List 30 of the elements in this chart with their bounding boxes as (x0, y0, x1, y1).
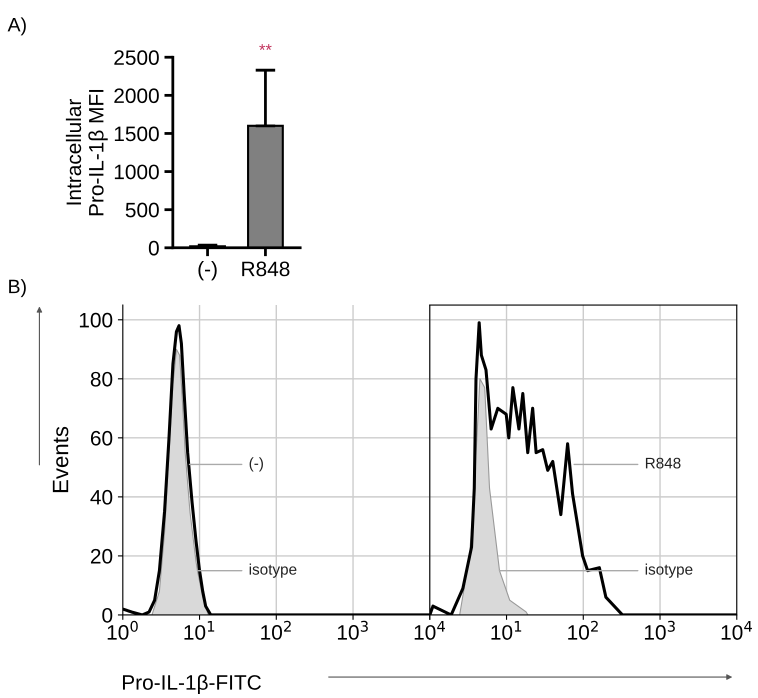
x-tick-label: 10$^{2}$ (568, 620, 598, 640)
chart-title: B) (9, 279, 26, 298)
x-tick-label: 10$^{4}$ (722, 621, 752, 640)
y-axis-title: Events (52, 426, 68, 492)
x-tick-label: 10$^{3}$ (644, 620, 675, 640)
x-axis-title: Pro-IL-1β-FITC (122, 674, 261, 694)
annotation: R848 (646, 458, 681, 469)
y-axis-title: Intracellular Pro-IL-1β MFI (66, 90, 108, 216)
annotation: isotype (646, 564, 692, 578)
y-tick-label: 40 (90, 490, 112, 505)
y-tick-label: 2500 (114, 50, 159, 65)
y-tick-label: 2000 (114, 88, 159, 104)
x-tick-label: 10$^{4}$ (414, 621, 445, 640)
y-tick-label: 1000 (114, 164, 159, 180)
x-tick-label: 10$^{1}$ (184, 621, 214, 640)
y-tick-label: 500 (126, 202, 159, 218)
y-tick-label: 0 (148, 240, 159, 256)
x-tick-label: 10$^{3}$ (338, 620, 368, 640)
y-tick-label: 80 (90, 372, 112, 387)
y-tick-label: 1500 (114, 126, 159, 142)
y-tick-label: 0 (102, 608, 112, 623)
text: A) (8, 17, 26, 36)
y-tick-label: 60 (90, 430, 112, 446)
y-tick-label: 100 (80, 312, 112, 328)
annotation: isotype (250, 564, 296, 578)
annotation: (-) (250, 457, 263, 472)
annotation: ** (259, 44, 272, 50)
x-tick-label: 10$^{1}$ (491, 621, 522, 640)
x-tick-label: 10$^{2}$ (261, 620, 291, 640)
y-tick-label: 20 (90, 548, 112, 564)
